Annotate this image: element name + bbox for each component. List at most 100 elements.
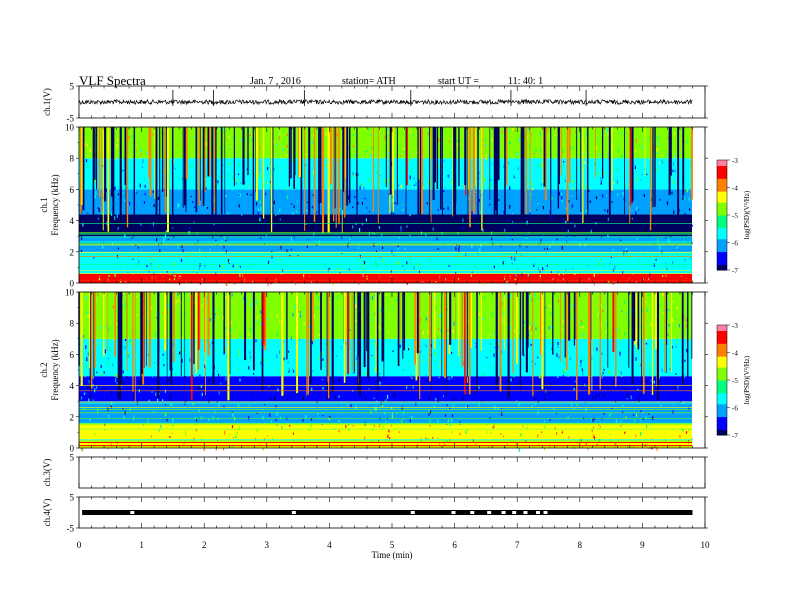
ch1-spectrogram-speckle (573, 147, 575, 149)
ch2-spectrogram-speckle (522, 425, 524, 428)
ch1-spectrogram-speckle (290, 257, 292, 259)
ch1-spectrogram-speckle (526, 246, 528, 248)
ch2-spectrogram-speckle (649, 363, 651, 367)
ch2-spectrogram-speckle (260, 322, 262, 326)
ch1-spectrogram-speckle (361, 202, 364, 205)
ch2-spectrogram-speckle (683, 348, 685, 350)
x-axis-label: Time (min) (372, 550, 413, 560)
ch1-spectrogram-speckle (213, 198, 215, 203)
ch2-spectrogram-speckle (294, 305, 296, 309)
ch2-spectrogram-speckle (541, 431, 543, 433)
ch2-spectrogram-speckle (338, 420, 340, 422)
ch2-spectrogram-speckle (356, 317, 358, 319)
ch2-spectrogram-speckle (88, 436, 90, 440)
ch1-spectrogram-colorbar-cell (717, 202, 727, 205)
ch1-spectrogram-speckle (509, 141, 511, 145)
ch1-spectrogram-speckle (361, 222, 364, 226)
ch2-spectrogram-speckle (311, 341, 313, 345)
ch1-spectrogram-speckle (205, 142, 207, 146)
ch1-spectrogram-speckle (306, 209, 308, 212)
ch1-spectrogram-speckle (229, 146, 231, 150)
ch1-spectrogram-speckle (482, 250, 484, 254)
ch2-spectrogram-speckle (472, 385, 474, 390)
ch1-spectrogram-speckle (438, 137, 440, 142)
ch1-spectrogram-speckle (533, 228, 535, 232)
ch1-spectrogram-speckle (665, 262, 667, 266)
ch2-spectrogram-speckle (438, 341, 440, 346)
ch1-spectrogram-colorbar-cell (717, 216, 727, 220)
ch1-spectrogram-speckle (91, 141, 93, 145)
ch1-spectrogram-speckle (129, 238, 132, 242)
ch1-spectrogram-speckle (422, 280, 424, 284)
ch2-spectrogram-speckle (350, 424, 352, 426)
ch1-spectrogram-speckle (535, 149, 537, 152)
ch1-spectrogram-speckle (631, 199, 633, 203)
ch2-spectrogram-colorbar-cell (717, 427, 727, 430)
ch2-spectrogram-speckle (527, 407, 529, 409)
ch1-spectrogram-speckle (98, 208, 100, 213)
ch2-spectrogram-speckle (388, 367, 390, 369)
ch1-spectrogram-colorbar-cell (717, 251, 727, 254)
ch1-spectrogram-speckle (512, 128, 514, 131)
ch1-spectrogram-speckle (156, 238, 158, 242)
ch2-spectrogram-speckle (385, 398, 387, 403)
ch2-spectrogram-speckle (620, 338, 622, 341)
ch1-spectrogram-speckle (501, 274, 503, 277)
ch1-spectrogram-speckle (478, 198, 481, 202)
ch1-spectrogram-speckle (313, 171, 315, 175)
ch1-spectrogram-speckle (579, 243, 581, 247)
ch2-spectrogram-speckle (446, 439, 448, 443)
ch2-spectrogram-speckle (497, 345, 499, 348)
ch1-spectrogram-speckle (625, 248, 627, 250)
ch1-spectrogram-speckle (280, 245, 282, 250)
ch1-spectrogram-speckle (566, 240, 568, 244)
ch1-spectrogram-speckle (462, 226, 464, 230)
ch1-spectrogram-speckle (132, 270, 134, 275)
ch2-spectrogram-colorbar-cell (717, 343, 727, 346)
ch2-spectrogram-speckle (490, 431, 492, 434)
ch2-spectrogram-speckle (402, 352, 405, 356)
ch1-spectrogram-speckle (297, 266, 299, 268)
ch2-spectrogram-speckle (348, 376, 350, 379)
ch1-spectrogram-speckle (537, 267, 539, 271)
ch2-spectrogram-speckle (501, 302, 503, 305)
ch2-spectrogram-speckle (596, 443, 598, 447)
ch1-spectrogram-speckle (406, 261, 408, 265)
ch2-spectrogram-speckle (493, 423, 495, 428)
ch2-spectrogram-speckle (110, 441, 112, 446)
ch2-spectrogram-speckle (287, 368, 289, 371)
ch1-spectrogram-speckle (529, 212, 531, 215)
ch2-spectrogram-speckle (676, 341, 678, 343)
ch2-spectrogram-speckle (427, 438, 429, 440)
ch1-spectrogram-speckle (448, 140, 450, 143)
ch2-spectrogram-colorbar-cell (717, 380, 727, 383)
ch1-spectrogram-speckle (252, 262, 254, 266)
ch1-spectrogram-speckle (259, 217, 261, 222)
ch2-spectrogram-speckle (637, 388, 639, 391)
ch1-spectrogram-speckle (645, 139, 647, 142)
ch2-spectrogram-speckle (267, 365, 269, 367)
ch2-spectrogram-speckle (621, 310, 623, 312)
ch1-spectrogram-colorbar-cell (717, 222, 727, 225)
ch1-spectrogram-speckle (223, 245, 225, 249)
ch1-spectrogram-speckle (267, 282, 269, 287)
ch1-spectrogram-speckle (679, 227, 681, 229)
ch2-spectrogram-speckle (634, 418, 636, 423)
ch2-spectrogram-speckle (336, 297, 338, 300)
ch1-spectrogram-speckle (480, 225, 482, 227)
ch1-spectrogram-speckle (652, 262, 654, 265)
ch1-spectrogram-speckle (546, 153, 548, 156)
ch2-spectrogram-speckle (549, 419, 551, 422)
ch1-spectrogram-speckle (152, 133, 154, 136)
ch1-spectrogram-speckle (506, 280, 508, 284)
ch2-spectrogram-speckle (182, 347, 185, 351)
ch2-spectrogram-speckle (549, 401, 551, 404)
ch2-spectrogram-speckle (543, 398, 546, 401)
ch1-spectrogram-speckle (611, 201, 613, 203)
ch2-spectrogram-speckle (437, 400, 439, 403)
ch1-spectrogram-speckle (273, 167, 275, 171)
ch2-spectrogram-speckle (620, 425, 622, 427)
ch2-spectrogram-speckle (557, 346, 559, 348)
ch2-spectrogram-speckle (108, 328, 110, 332)
ch1-spectrogram-speckle (517, 224, 519, 228)
